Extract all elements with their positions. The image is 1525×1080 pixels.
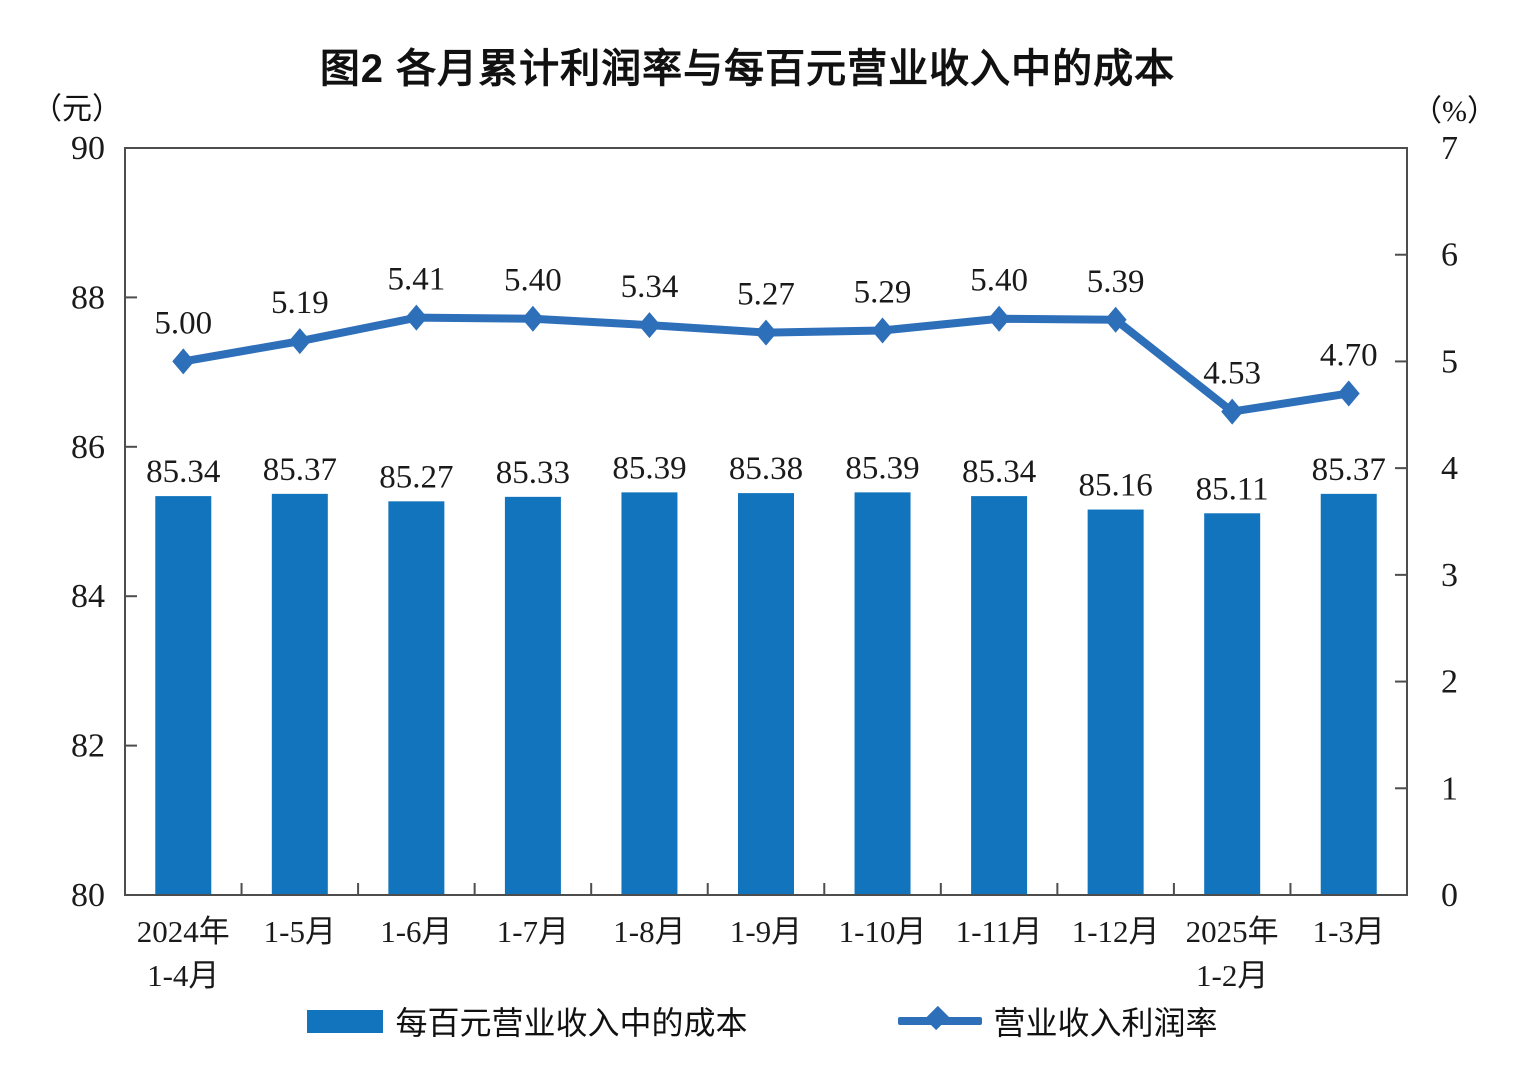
right-axis-tick-label: 1 [1441, 770, 1458, 807]
x-axis-category-label: 1-4月 [147, 958, 219, 993]
bar [971, 496, 1028, 895]
line-value-label: 4.53 [1203, 356, 1261, 392]
line-value-label: 5.34 [621, 269, 679, 305]
bar-value-label: 85.16 [1079, 468, 1153, 504]
line-value-label: 5.40 [970, 263, 1028, 299]
line-marker-diamond-icon [1337, 380, 1360, 407]
x-axis-category-label: 1-10月 [839, 914, 927, 949]
bar-value-label: 85.33 [496, 455, 570, 491]
bar-value-label: 85.39 [612, 450, 686, 486]
x-axis-category-label: 1-9月 [730, 914, 802, 949]
line-value-label: 5.39 [1087, 264, 1145, 300]
bar-value-label: 85.38 [729, 451, 803, 487]
x-axis-category-label: 1-11月 [956, 914, 1043, 949]
x-axis-category-label: 1-2月 [1196, 958, 1268, 993]
right-axis-tick-label: 6 [1441, 237, 1458, 274]
bar-value-label: 85.27 [379, 459, 453, 495]
line-marker-diamond-icon [871, 317, 894, 344]
bar [504, 496, 561, 895]
bar-value-label: 85.37 [1312, 452, 1386, 488]
right-axis-tick-label: 2 [1441, 664, 1458, 701]
bar [1087, 509, 1144, 895]
x-axis-category-label: 1-7月 [497, 914, 569, 949]
left-axis-tick-label: 88 [71, 279, 105, 316]
bar-value-label: 85.37 [263, 452, 337, 488]
legend-bar-label: 每百元营业收入中的成本 [395, 1005, 748, 1041]
left-axis-unit-label: （元） [32, 93, 122, 126]
line-marker-diamond-icon [172, 348, 195, 375]
legend-line-label: 营业收入利润率 [993, 1005, 1218, 1041]
line-marker-diamond-icon [1221, 398, 1244, 425]
right-axis-tick-label: 0 [1441, 877, 1458, 914]
right-axis-tick-label: 5 [1441, 343, 1458, 380]
line-marker-diamond-icon [1104, 306, 1127, 333]
line-value-label: 4.70 [1320, 337, 1378, 373]
left-axis-tick-label: 86 [71, 429, 105, 466]
line-marker-diamond-icon [405, 304, 428, 331]
bar-value-label: 85.34 [146, 454, 220, 490]
line-value-label: 5.19 [271, 285, 329, 321]
chart-title: 图2 各月累计利润率与每百元营业收入中的成本 [319, 47, 1176, 91]
line-marker-diamond-icon [521, 305, 544, 332]
line-value-label: 5.29 [854, 274, 912, 310]
line-marker-diamond-icon [988, 305, 1011, 332]
line-value-label: 5.00 [154, 305, 212, 341]
line-value-label: 5.27 [737, 277, 795, 313]
x-axis-category-label: 1-12月 [1072, 914, 1160, 949]
bar [621, 492, 678, 895]
x-axis-category-label: 2024年 [137, 914, 230, 949]
line-value-label: 5.40 [504, 263, 562, 299]
chart-legend: 每百元营业收入中的成本 营业收入利润率 [0, 998, 1525, 1044]
line-marker-diamond-icon [638, 312, 661, 339]
line-value-label: 5.41 [387, 262, 445, 298]
bar [388, 501, 445, 895]
right-axis-unit-label: （%） [1412, 95, 1497, 128]
right-axis-tick-label: 3 [1441, 557, 1458, 594]
bar [1204, 513, 1261, 895]
x-axis-category-label: 1-5月 [264, 914, 336, 949]
x-axis-category-label: 1-8月 [613, 914, 685, 949]
bar-value-label: 85.39 [845, 450, 919, 486]
left-axis-tick-label: 80 [71, 877, 105, 914]
bar-value-label: 85.34 [962, 454, 1036, 490]
line-marker-diamond-icon [288, 328, 311, 355]
bar-value-label: 85.11 [1196, 471, 1269, 507]
x-axis-category-label: 1-3月 [1313, 914, 1385, 949]
left-axis-tick-label: 90 [71, 130, 105, 167]
bar [271, 493, 328, 895]
left-axis-tick-label: 84 [71, 578, 105, 615]
legend-item-cost: 每百元营业收入中的成本 [307, 998, 748, 1044]
left-axis-tick-label: 82 [71, 728, 105, 765]
legend-item-profit-rate: 营业收入利润率 [897, 998, 1218, 1044]
line-marker-diamond-icon [755, 319, 777, 346]
right-axis-tick-label: 7 [1441, 130, 1458, 167]
bar [155, 496, 212, 895]
right-axis-tick-label: 4 [1441, 450, 1458, 487]
line-series-swatch-icon [897, 1005, 982, 1034]
x-axis-category-label: 2025年 [1186, 914, 1279, 949]
bar-series-swatch-icon [307, 1009, 384, 1033]
bar [1320, 493, 1377, 895]
bar [854, 492, 911, 895]
x-axis-category-label: 1-6月 [380, 914, 452, 949]
bar [738, 493, 794, 895]
plot-border [124, 147, 1408, 896]
